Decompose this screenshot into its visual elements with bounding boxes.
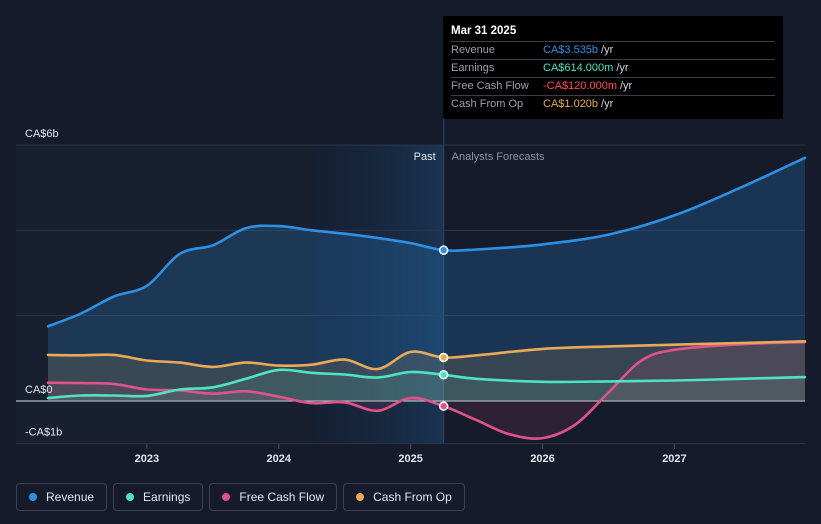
cash-from-op-dot-icon xyxy=(356,493,365,501)
legend-item-cash-from-op[interactable]: Cash From Op xyxy=(343,483,465,511)
legend-item-free-cash-flow[interactable]: Free Cash Flow xyxy=(209,483,338,511)
x-tick-label: 2023 xyxy=(135,453,159,465)
revenue-dot-icon xyxy=(29,493,37,501)
tooltip-row-cash-from-op: Cash From Op CA$1.020b /yr xyxy=(451,96,775,113)
tooltip-label: Earnings xyxy=(451,62,495,74)
tooltip-value-free-cash-flow: -CA$120.000m xyxy=(543,80,617,92)
legend-label: Free Cash Flow xyxy=(239,490,325,504)
free-cash-flow-line xyxy=(46,340,807,440)
x-tick-label: 2027 xyxy=(662,453,686,465)
free-cash-flow-area xyxy=(48,342,805,439)
legend: Revenue Earnings Free Cash Flow Cash Fro… xyxy=(16,483,465,511)
legend-item-earnings[interactable]: Earnings xyxy=(113,483,204,511)
tooltip-unit: /yr xyxy=(601,98,614,110)
tooltip-date: Mar 31 2025 xyxy=(451,24,775,42)
tooltip-unit: /yr xyxy=(601,44,614,56)
tooltip-row-earnings: Earnings CA$614.000m /yr xyxy=(451,60,775,78)
revenue-marker xyxy=(438,245,449,255)
x-tick-label: 2026 xyxy=(530,453,554,465)
tooltip-value-cash-from-op: CA$1.020b xyxy=(543,98,599,110)
tooltip-unit: /yr xyxy=(620,80,633,92)
earnings-marker xyxy=(438,370,449,380)
tooltip-label: Cash From Op xyxy=(451,98,524,110)
legend-label: Cash From Op xyxy=(373,490,452,504)
past-band-highlight xyxy=(311,145,444,444)
tooltip-value-earnings: CA$614.000m xyxy=(543,62,614,74)
cash-from-op-line xyxy=(46,340,807,371)
legend-label: Revenue xyxy=(46,490,95,504)
legend-item-revenue[interactable]: Revenue xyxy=(16,483,108,511)
revenue-area xyxy=(48,157,805,401)
earnings-line xyxy=(46,368,807,400)
revenue-line xyxy=(46,156,807,328)
x-tick-label: 2025 xyxy=(398,453,422,465)
free-cash-flow-dot-icon xyxy=(222,493,231,501)
tooltip-label: Revenue xyxy=(451,44,496,56)
tooltip-row-revenue: Revenue CA$3.535b /yr xyxy=(451,42,775,60)
past-label: Past xyxy=(414,151,436,163)
x-tick-label: 2024 xyxy=(267,453,292,465)
y-axis-label: CA$6b xyxy=(25,128,59,140)
legend-label: Earnings xyxy=(143,490,191,504)
earnings-dot-icon xyxy=(126,493,135,501)
tooltip-unit: /yr xyxy=(616,62,629,74)
tooltip-row-free-cash-flow: Free Cash Flow -CA$120.000m /yr xyxy=(451,78,775,96)
free-cash-flow-marker xyxy=(438,401,449,411)
y-axis-label: CA$0 xyxy=(25,384,53,396)
cash-from-op-marker xyxy=(438,352,449,363)
tooltip: Mar 31 2025 Revenue CA$3.535b /yr Earnin… xyxy=(443,16,783,119)
y-axis-label: -CA$1b xyxy=(25,427,62,439)
forecast-label: Analysts Forecasts xyxy=(452,151,545,163)
tooltip-value-revenue: CA$3.535b xyxy=(543,44,599,56)
tooltip-label: Free Cash Flow xyxy=(451,80,529,92)
earnings-area xyxy=(48,369,805,401)
